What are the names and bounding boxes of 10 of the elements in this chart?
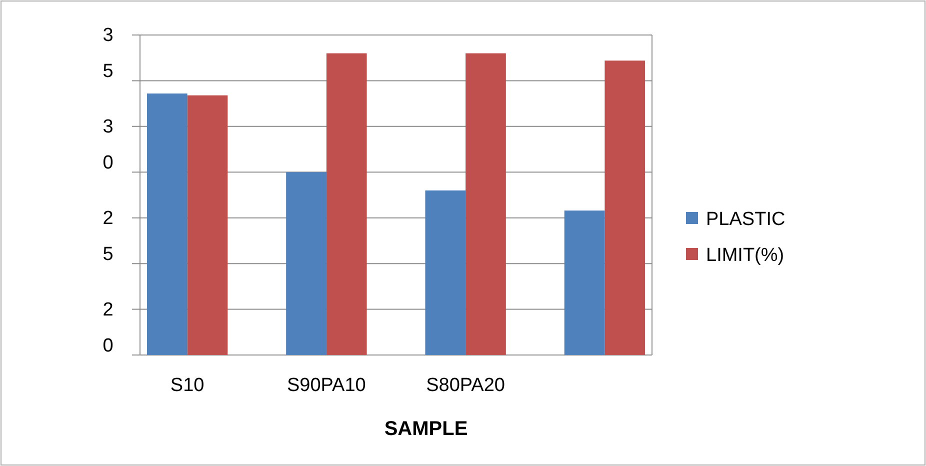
y-tick-label: 3 5 (102, 25, 114, 82)
legend-label: LIMIT(%) (706, 245, 784, 266)
y-tick-label: 2 0 (102, 299, 114, 356)
x-tick-label: S10 (170, 375, 204, 396)
y-tick-label: 3 0 (102, 116, 114, 174)
y-tick-label: 2 5 (102, 208, 114, 265)
x-axis-title: SAMPLE (384, 418, 468, 440)
legend-label: PLASTIC (706, 209, 786, 230)
x-tick-label: S80PA20 (426, 375, 506, 396)
x-tick-label: S90PA10 (286, 375, 366, 396)
